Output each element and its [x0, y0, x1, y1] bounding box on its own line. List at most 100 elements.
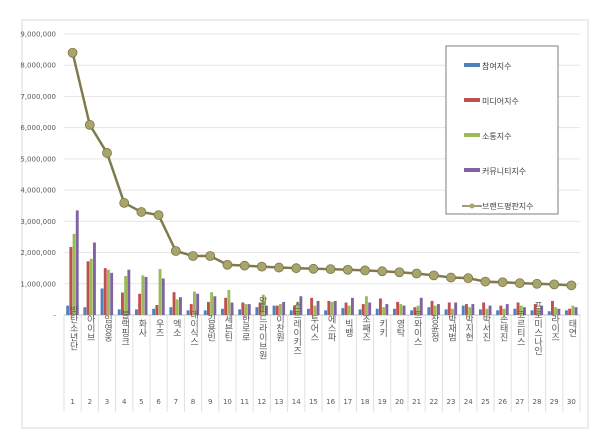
rank-label: 3: [105, 398, 109, 406]
bar-미디어지수: [138, 293, 142, 315]
category-label: 엑소: [171, 318, 181, 337]
bar-소통지수: [313, 305, 317, 315]
bar-커뮤니티지수: [161, 278, 165, 315]
line-point: [428, 270, 439, 281]
bar-커뮤니티지수: [402, 305, 406, 315]
bar-커뮤니티지수: [265, 305, 268, 315]
line-point: [549, 279, 560, 290]
bar-미디어지수: [103, 268, 107, 315]
bar-미디어지수: [533, 304, 537, 315]
bar-미디어지수: [327, 300, 331, 315]
rank-label: 22: [429, 398, 438, 406]
category-label: 태연: [566, 319, 576, 337]
bar-참여지수: [117, 309, 121, 315]
bar-커뮤니티지수: [247, 304, 251, 315]
bar-참여지수: [186, 310, 190, 315]
category-label: 조째즈: [360, 315, 370, 342]
bar-참여지수: [375, 308, 379, 315]
rank-label: 14: [292, 398, 301, 406]
bar-소통지수: [571, 305, 575, 315]
rank-label: 26: [498, 398, 507, 406]
legend-label: 소통지수: [482, 132, 511, 141]
bar-커뮤니티지수: [230, 302, 234, 315]
bar-미디어지수: [155, 305, 159, 315]
bar-참여지수: [461, 305, 465, 315]
line-point: [532, 278, 542, 289]
bar-커뮤니티지수: [351, 297, 354, 315]
line-point: [308, 263, 319, 274]
legend-swatch: [464, 63, 480, 67]
bar-미디어지수: [447, 302, 451, 315]
bar-미디어지수: [310, 297, 314, 315]
bar-소통지수: [141, 275, 145, 315]
category-label: 프로미스나인: [532, 301, 542, 355]
bar-소통지수: [227, 290, 231, 315]
line-point: [274, 262, 284, 273]
bar-커뮤니티지수: [333, 300, 337, 315]
bar-미디어지수: [465, 304, 468, 315]
line-point: [291, 263, 302, 274]
legend-label: 미디어지수: [482, 96, 519, 106]
category-label: 스트레이키즈: [291, 301, 301, 355]
line-point: [136, 207, 147, 217]
bar-참여지수: [83, 307, 87, 315]
line-point: [342, 264, 353, 275]
rank-label: 19: [378, 398, 387, 406]
bar-참여지수: [289, 310, 293, 315]
bar-참여지수: [427, 307, 431, 315]
category-label: 박재범: [446, 314, 456, 341]
line-point: [170, 246, 181, 256]
bar-소통지수: [519, 305, 523, 315]
y-tick-label: 3,000,000: [20, 218, 56, 226]
rank-label: 17: [343, 398, 352, 406]
bar-미디어지수: [189, 304, 193, 315]
line-point: [256, 261, 267, 272]
bar-커뮤니티지수: [316, 300, 320, 315]
bar-참여지수: [66, 305, 70, 315]
line-point: [377, 266, 388, 277]
bar-소통지수: [433, 305, 437, 315]
bar-미디어지수: [396, 301, 400, 315]
y-tick-label: 4,000,000: [20, 187, 56, 195]
bar-소통지수: [279, 304, 282, 315]
bar-미디어지수: [413, 307, 417, 315]
bar-미디어지수: [430, 300, 434, 315]
bar-소통지수: [382, 307, 386, 315]
legend-label: 커뮤니티지수: [482, 166, 526, 176]
legend-label: 브랜드평판지수: [482, 201, 534, 211]
rank-label: 24: [464, 398, 473, 406]
bar-참여지수: [272, 305, 276, 315]
bar-참여지수: [496, 310, 500, 315]
bar-소통지수: [365, 296, 368, 315]
y-tick-label: 2,000,000: [20, 249, 56, 257]
bar-소통지수: [468, 307, 472, 315]
category-label: 빅뱅: [343, 319, 353, 337]
bar-커뮤니티지수: [299, 296, 303, 315]
line-point: [153, 210, 164, 220]
bar-참여지수: [135, 309, 138, 315]
bar-소통지수: [107, 269, 110, 315]
bar-소통지수: [347, 305, 351, 315]
bar-커뮤니티지수: [93, 242, 96, 315]
bar-미디어지수: [516, 302, 520, 315]
category-label: 라이즈: [549, 314, 559, 341]
bar-참여지수: [565, 310, 568, 315]
bar-커뮤니티지수: [454, 302, 458, 315]
bar-참여지수: [513, 308, 517, 315]
bar-커뮤니티지수: [385, 304, 389, 315]
category-label: 임영웅: [102, 313, 112, 341]
rank-label: 27: [515, 398, 524, 406]
bar-미디어지수: [275, 305, 279, 315]
bar-커뮤니티지수: [505, 304, 509, 315]
bar-참여지수: [255, 307, 259, 315]
category-label: 한로로: [240, 314, 250, 341]
category-label: 세븐틴: [222, 314, 232, 341]
bar-참여지수: [410, 310, 414, 315]
rank-label: 28: [533, 398, 542, 406]
line-point: [325, 264, 336, 275]
line-point: [102, 148, 112, 158]
bar-참여지수: [100, 288, 104, 315]
line-point: [119, 198, 130, 208]
